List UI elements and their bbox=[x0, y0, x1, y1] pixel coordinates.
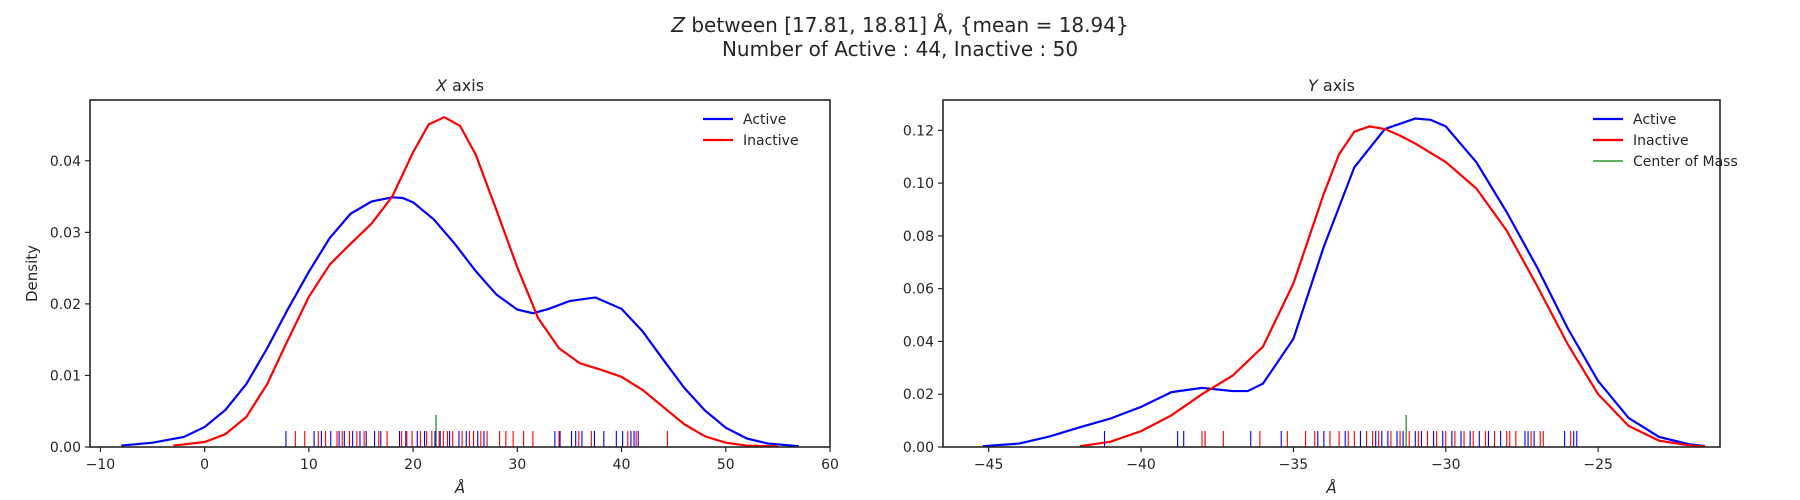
x-tick-label: −40 bbox=[1126, 457, 1156, 473]
y-tick-label: 0.02 bbox=[903, 387, 934, 403]
y-tick-label: 0.00 bbox=[903, 440, 934, 456]
legend-label: Center of Mass bbox=[1633, 154, 1738, 170]
subplot-title-variable: Y bbox=[1308, 76, 1319, 95]
y-tick-label: 0.03 bbox=[50, 225, 81, 241]
plot-frame bbox=[942, 99, 1721, 448]
x-tick-label: 40 bbox=[613, 457, 631, 473]
y-axis-label: Density bbox=[23, 245, 41, 302]
y-tick-label: 0.04 bbox=[903, 334, 934, 350]
x-tick-label: −10 bbox=[86, 457, 116, 473]
legend-label: Inactive bbox=[1633, 133, 1689, 149]
x-tick-label: −45 bbox=[974, 457, 1004, 473]
y-tick-label: 0.10 bbox=[903, 176, 934, 192]
kde-line-active bbox=[121, 196, 799, 448]
y-tick-label: 0.01 bbox=[50, 368, 81, 384]
y-tick-label: 0.02 bbox=[50, 297, 81, 313]
subplot-title: X axis bbox=[435, 76, 484, 95]
figure-title-line-1: Z between [17.81, 18.81] Å, {mean = 18.9… bbox=[670, 13, 1128, 37]
subplot-title-text: axis bbox=[447, 76, 484, 95]
x-axis-label: Å bbox=[454, 478, 465, 497]
y-tick-label: 0.00 bbox=[50, 440, 81, 456]
x-axis-panel: X axis −10 0 10 20 30 40 50 60 0.00 0.01 0.02 0.03 0.… bbox=[23, 76, 839, 497]
kde-line-active bbox=[982, 117, 1705, 448]
x-tick-label: 30 bbox=[508, 457, 526, 473]
y-axis-panel: Y axis −45 −40 −35 −30 −25 0.00 0.02 0.04 0.06 0.0… bbox=[903, 76, 1738, 497]
x-tick-label: −30 bbox=[1431, 457, 1461, 473]
x-tick-label: 0 bbox=[200, 457, 209, 473]
subplot-title-text: axis bbox=[1318, 76, 1355, 95]
x-tick-label: −25 bbox=[1583, 457, 1613, 473]
x-axis-label: Å bbox=[1325, 478, 1336, 497]
figure-title-variable: Z bbox=[670, 13, 686, 37]
figure-title-text: between [17.81, 18.81] Å, {mean = 18.94} bbox=[685, 13, 1129, 37]
subplot-title-variable: X bbox=[435, 76, 448, 95]
subplot-title: Y axis bbox=[1308, 76, 1355, 95]
y-tick-label: 0.08 bbox=[903, 229, 934, 245]
y-tick-label: 0.04 bbox=[50, 154, 81, 170]
y-tick-label: 0.06 bbox=[903, 282, 934, 298]
kde-line-inactive bbox=[173, 115, 778, 448]
x-tick-label: −35 bbox=[1279, 457, 1309, 473]
plot-frame bbox=[89, 99, 831, 448]
kde-line-inactive bbox=[1079, 125, 1705, 448]
legend-label: Active bbox=[1633, 112, 1676, 128]
x-tick-label: 60 bbox=[821, 457, 839, 473]
x-tick-label: 20 bbox=[404, 457, 422, 473]
legend-label: Inactive bbox=[743, 133, 799, 149]
legend-label: Active bbox=[743, 112, 786, 128]
x-tick-label: 10 bbox=[300, 457, 318, 473]
figure-title-line-2: Number of Active : 44, Inactive : 50 bbox=[722, 37, 1078, 61]
x-tick-label: 50 bbox=[717, 457, 735, 473]
y-tick-label: 0.12 bbox=[903, 123, 934, 139]
